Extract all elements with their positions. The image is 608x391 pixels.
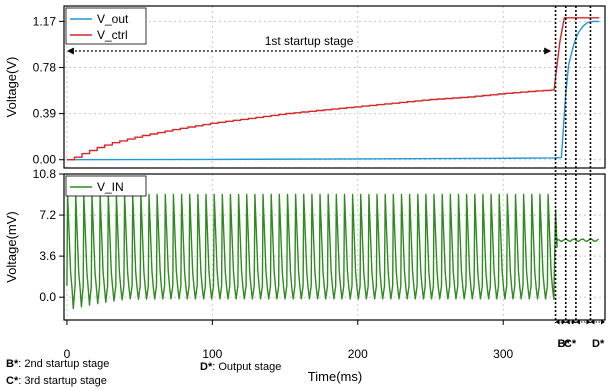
stage-label: D* <box>592 338 605 350</box>
series-line-v-out <box>66 20 600 161</box>
top-frame <box>63 5 606 169</box>
top-legend-label: V_ctrl <box>97 28 128 42</box>
stage-label: C* <box>564 338 577 350</box>
top-ytick-label: 0.39 <box>33 107 57 121</box>
x-tick-label: 300 <box>493 347 513 361</box>
top-plot-area <box>64 6 605 168</box>
stage-markers: B*C* D* <box>554 6 605 350</box>
x-tick-label: 0 <box>64 347 71 361</box>
footnote-b-key: B* <box>6 358 19 370</box>
bottom-ytick-label: 7.2 <box>39 208 56 222</box>
top-panel: 0.00 0.39 0.78 1.17 V_out V_ctrl Voltage(V) 1st… <box>4 5 606 169</box>
bottom-legend-label: V_IN <box>97 180 124 194</box>
stage-label: B* <box>558 338 571 350</box>
footnote-c-key: C* <box>6 375 19 387</box>
footnote-c: C*: 3rd startup stage <box>6 375 107 387</box>
series-line-v-ctrl <box>66 17 600 161</box>
x-tick-label: 100 <box>202 347 222 361</box>
top-ytick-label: 0.78 <box>33 60 57 74</box>
bottom-ytick-label: 0.0 <box>39 290 56 304</box>
annotation-arrowhead-right <box>544 47 552 55</box>
bottom-ytick-label: 3.6 <box>39 249 56 263</box>
footnote-d: D*: Output stage <box>200 361 281 373</box>
top-legend-label: V_out <box>97 12 129 26</box>
footnote-b-text: : 2nd startup stage <box>18 358 109 370</box>
stage-arrowhead <box>590 319 605 325</box>
series-line-v-in <box>66 193 599 310</box>
top-legend-box <box>65 7 147 45</box>
x-tick-label: 200 <box>348 347 368 361</box>
top-ytick-label: 1.17 <box>33 14 57 28</box>
bottom-panel: 0.0 3.6 7.2 10.8 V_IN Voltage(mV) <box>4 167 606 321</box>
footnote-d-text: : Output stage <box>212 361 281 373</box>
stage-arrowhead <box>565 319 576 325</box>
footnote-c-text: : 3rd startup stage <box>18 375 107 387</box>
bottom-frame <box>63 173 606 321</box>
stage-arrowhead <box>555 319 566 325</box>
footnote-b: B*: 2nd startup stage <box>6 358 109 370</box>
x-axis: 0 100 200 300 <box>64 320 514 361</box>
bottom-y-axis-title: Voltage(mV) <box>4 211 19 283</box>
top-ytick-label: 0.00 <box>33 153 57 167</box>
top-y-axis-title: Voltage(V) <box>4 57 19 118</box>
stage-arrowhead <box>575 319 591 325</box>
bottom-legend-box <box>65 175 147 197</box>
footnote-d-key: D* <box>200 361 213 373</box>
x-axis-title: Time(ms) <box>308 369 362 384</box>
annotation-arrowhead-left <box>66 47 74 55</box>
bottom-ytick-label: 10.8 <box>33 167 57 181</box>
annotation-label: 1st startup stage <box>265 34 354 48</box>
